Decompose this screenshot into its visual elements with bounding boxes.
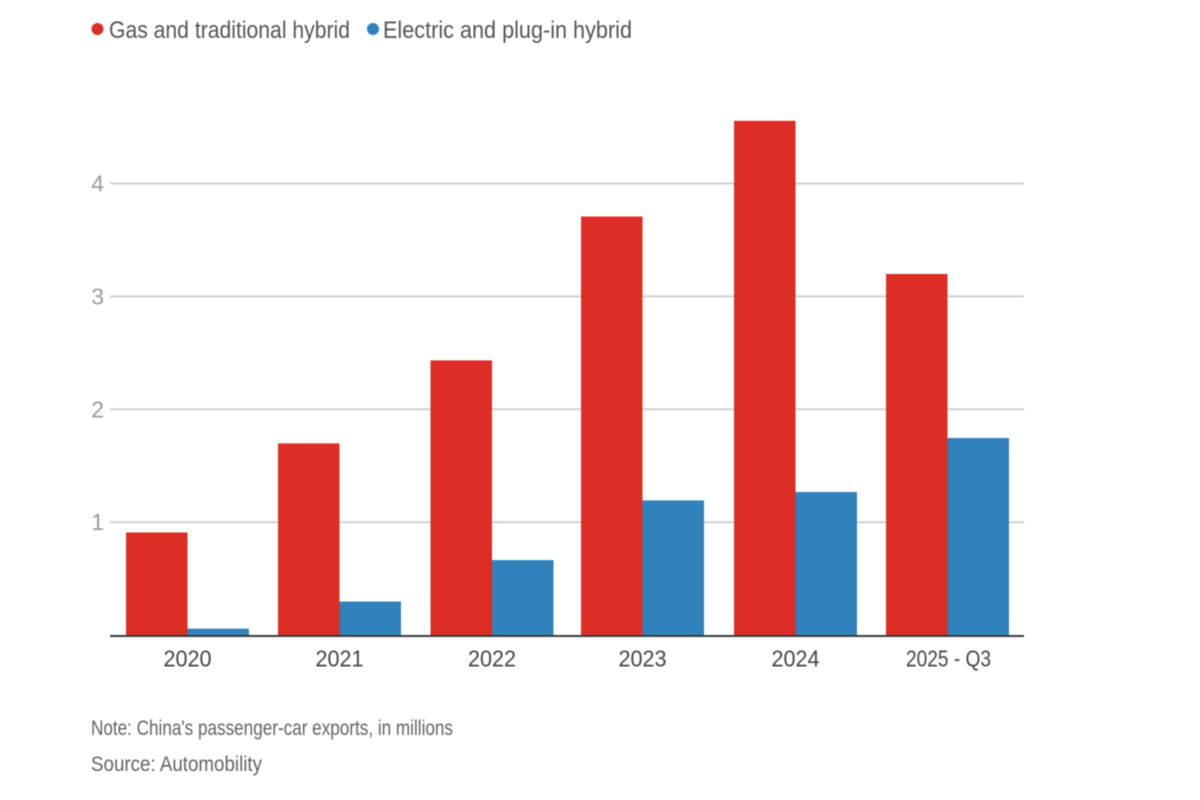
svg-text:Electric and plug-in hybrid: Electric and plug-in hybrid [383,17,632,44]
svg-text:3: 3 [91,283,104,309]
svg-text:1: 1 [91,509,104,535]
svg-text:2020: 2020 [164,646,212,672]
svg-text:2022: 2022 [468,646,516,672]
svg-text:4: 4 [91,171,104,197]
svg-text:2: 2 [91,396,104,422]
svg-text:2021: 2021 [316,646,364,672]
svg-text:2024: 2024 [772,646,820,672]
svg-text:2023: 2023 [619,646,667,672]
svg-text:Gas and traditional hybrid: Gas and traditional hybrid [109,17,350,44]
svg-text:Note: China's passenger-car ex: Note: China's passenger-car exports, in … [91,717,453,740]
svg-text:2025 - Q3: 2025 - Q3 [906,646,991,672]
svg-text:Source: Automobility: Source: Automobility [91,753,262,776]
